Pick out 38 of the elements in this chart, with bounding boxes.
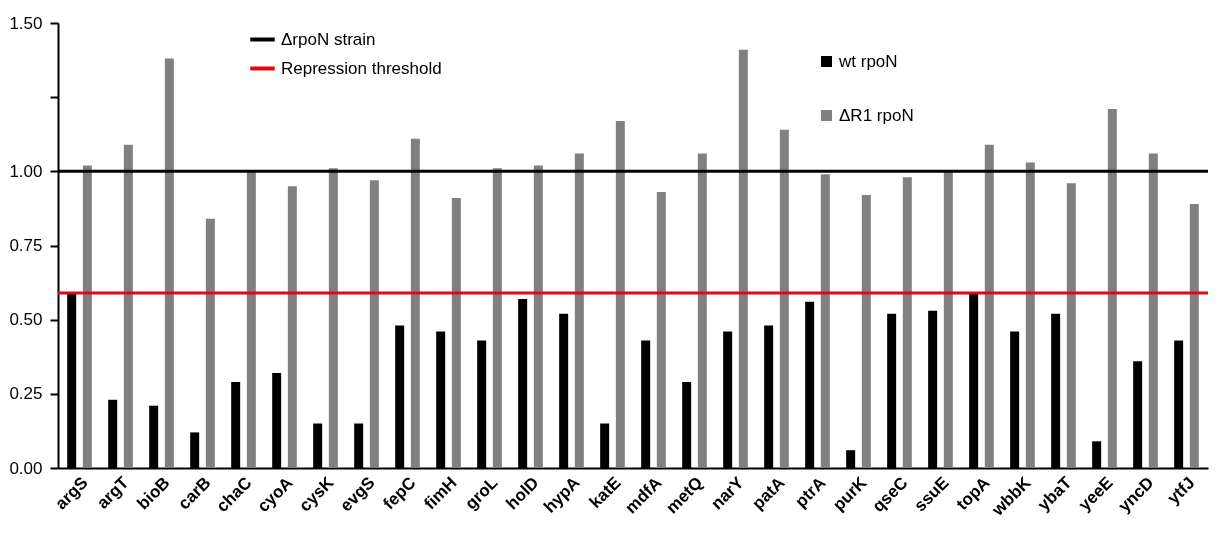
- bar: [1066, 183, 1076, 468]
- bar: [820, 174, 830, 468]
- bar: [123, 144, 133, 468]
- legend-label: Repression threshold: [281, 58, 442, 78]
- bar: [1025, 162, 1035, 468]
- y-tick-label: 0.25: [9, 384, 43, 404]
- bar: [574, 153, 584, 468]
- bar: [246, 171, 256, 468]
- bar: [615, 120, 625, 468]
- bar: [1107, 109, 1117, 468]
- legend-label: wt rpoN: [838, 51, 898, 71]
- bar: [492, 168, 502, 468]
- bar: [369, 180, 379, 468]
- y-tick-label: 0.75: [9, 236, 43, 255]
- bar: [1148, 153, 1158, 468]
- bar: [656, 192, 666, 468]
- bar: [779, 129, 789, 468]
- y-tick-label: 0.00: [9, 458, 43, 478]
- y-tick-label: 1.50: [9, 13, 43, 33]
- bar: [861, 195, 871, 468]
- bar: [82, 165, 92, 468]
- bar: [697, 153, 707, 468]
- bar: [451, 198, 461, 468]
- bar: [943, 171, 953, 468]
- bar: [328, 168, 338, 468]
- bar: [287, 186, 297, 468]
- y-tick-label: 1.00: [9, 161, 43, 181]
- bar: [984, 144, 994, 468]
- legend-label: ΔR1 rpoN: [839, 105, 914, 125]
- bar: [164, 58, 174, 468]
- bar: [738, 49, 748, 468]
- bar: [1189, 203, 1199, 468]
- bar: [533, 165, 543, 468]
- bar: [902, 177, 912, 468]
- bar: [410, 138, 420, 468]
- bar: [205, 218, 215, 468]
- y-tick-label: 0.50: [9, 310, 43, 330]
- legend-label: ΔrpoN strain: [281, 29, 376, 49]
